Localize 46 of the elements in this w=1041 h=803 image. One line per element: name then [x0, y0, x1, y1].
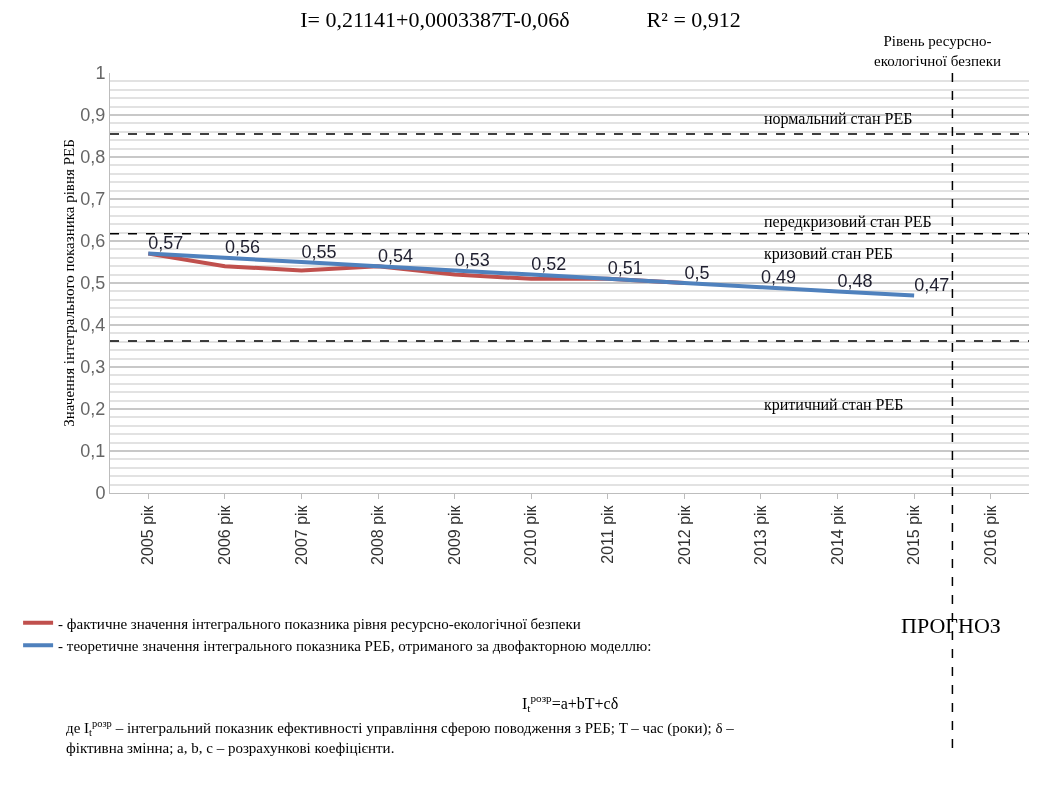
- y-tick-label: 0,1: [80, 441, 106, 462]
- data-label: 0,5: [684, 262, 710, 283]
- data-label: 0,54: [378, 245, 414, 266]
- y-tick-label: 0,8: [80, 147, 106, 168]
- data-label: 0,49: [760, 266, 797, 287]
- y-axis-title: Значення інтегрального показника рівня РЕБ: [60, 139, 77, 427]
- annotation: передкризовий стан РЕБ: [764, 213, 932, 231]
- data-label: 0,48: [837, 270, 873, 291]
- y-tick-label: 0: [95, 483, 106, 504]
- x-tick-label: 2012 рік: [675, 504, 693, 565]
- annotation: кризовий стан РЕБ: [764, 245, 894, 263]
- text: де I$_{t}$$^{розр}$ – інтегральний показник ефективності управління сферою поводження з РЕБ; T – час (роки); δ – фіктивна змінна; a, b, c – розрахункові коефіцієнти.: [66, 718, 735, 756]
- y-tick-label: 0,9: [80, 105, 106, 126]
- legend-label: - теоретичне значення інтегрального показника РЕБ, отриманого за двофакторною моделлю:: [58, 638, 652, 654]
- annotation: критичний стан РЕБ: [764, 396, 904, 414]
- y-tick-label: 0,2: [80, 399, 106, 420]
- x-tick-label: 2008 рік: [369, 504, 387, 565]
- y-tick-label: 0,3: [80, 357, 106, 378]
- x-tick-label: 2015 рік: [905, 504, 923, 565]
- text: I$_{t}$$^{розр}$=a+bT+cδ: [522, 692, 619, 715]
- data-label: 0,55: [301, 241, 337, 262]
- data-label: 0,57: [148, 233, 184, 254]
- data-label: 0,51: [607, 258, 643, 279]
- text: ПРОГНОЗ: [901, 613, 1001, 638]
- x-tick-label: 2013 рік: [752, 504, 770, 565]
- text: Рівень ресурсно-екологічної безпеки: [874, 33, 1001, 69]
- data-label: 0,56: [224, 237, 260, 258]
- x-tick-label: 2007 рік: [292, 504, 310, 565]
- data-label: 0,47: [914, 275, 950, 296]
- data-label: 0,52: [531, 254, 567, 275]
- annotation: нормальний стан РЕБ: [764, 110, 913, 128]
- x-tick-label: 2016 рік: [981, 504, 999, 565]
- x-tick-label: 2005 рік: [139, 504, 157, 565]
- data-label: 0,53: [454, 249, 490, 270]
- x-tick-label: 2010 рік: [522, 504, 540, 565]
- x-tick-label: 2006 рік: [216, 504, 234, 565]
- y-tick-label: 0,6: [80, 231, 106, 252]
- x-tick-label: 2011 рік: [598, 504, 616, 564]
- y-tick-label: 0,4: [80, 315, 106, 336]
- y-tick-label: 1: [95, 63, 106, 84]
- legend-label: - фактичне значення інтегрального показника рівня ресурсно-екологічної безпеки: [58, 615, 581, 632]
- x-tick-label: 2009 рік: [445, 504, 463, 565]
- x-tick-label: 2014 рік: [828, 504, 846, 565]
- y-tick-label: 0,7: [80, 189, 106, 210]
- chart-title: I= 0,21141+0,0003387T-0,06δ R² = 0,912: [300, 7, 741, 33]
- y-tick-label: 0,5: [80, 273, 106, 294]
